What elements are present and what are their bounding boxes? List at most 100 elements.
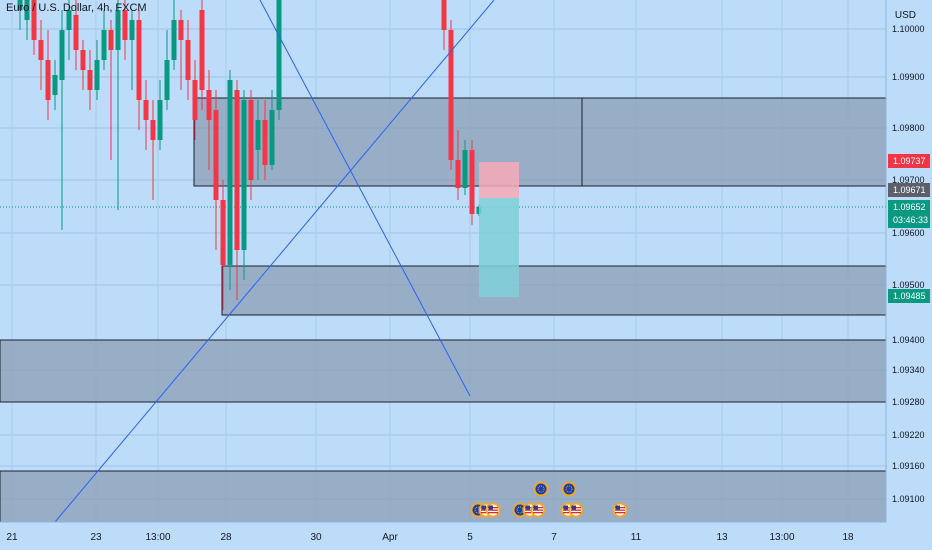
price-tick-label: 1.09100 bbox=[892, 494, 925, 504]
price-tick-label: 1.09220 bbox=[892, 430, 925, 440]
price-ticks: 1.10000 1.09900 1.09800 1.09700 1.09600 1.095… bbox=[892, 24, 925, 504]
candle[interactable] bbox=[157, 80, 163, 150]
currency-label: USD bbox=[894, 10, 916, 21]
plot-area[interactable] bbox=[0, 0, 886, 522]
candle[interactable] bbox=[164, 30, 170, 110]
candle[interactable] bbox=[199, 0, 205, 110]
candle[interactable] bbox=[143, 80, 149, 150]
time-tick-label: 11 bbox=[631, 532, 642, 543]
candle[interactable] bbox=[206, 70, 212, 170]
candle[interactable] bbox=[178, 10, 184, 90]
candle[interactable] bbox=[262, 100, 268, 180]
candles[interactable] bbox=[17, 0, 482, 310]
candle[interactable] bbox=[234, 80, 240, 300]
candle[interactable] bbox=[469, 140, 475, 225]
candle[interactable] bbox=[94, 40, 100, 100]
price-labels: 1.09737 1.09671 1.09652 03:46:33 1.09485 bbox=[888, 154, 930, 303]
candle[interactable] bbox=[248, 90, 254, 200]
candle[interactable] bbox=[455, 130, 461, 200]
price-tag-value: 1.09485 bbox=[893, 291, 926, 301]
time-tick-label: 30 bbox=[310, 532, 322, 543]
time-tick-label: Apr bbox=[382, 532, 398, 543]
candle[interactable] bbox=[171, 0, 177, 70]
candle[interactable] bbox=[108, 20, 114, 160]
time-tick-label: 18 bbox=[842, 532, 854, 543]
take-profit-zone bbox=[479, 198, 519, 297]
candle[interactable] bbox=[66, 0, 72, 60]
candle[interactable] bbox=[115, 0, 121, 210]
trendline-descending[interactable] bbox=[259, 0, 471, 397]
price-tag bbox=[888, 154, 930, 168]
zone-middle bbox=[221, 265, 887, 316]
time-tick-label: 13 bbox=[716, 532, 728, 543]
price-tag bbox=[888, 183, 930, 197]
candle[interactable] bbox=[441, 0, 447, 50]
time-ticks: 21 23 13:00 28 30 Apr 5 7 11 13 13:00 18 bbox=[6, 532, 854, 543]
time-tick-label: 13:00 bbox=[145, 532, 170, 543]
candle[interactable] bbox=[185, 20, 191, 100]
short-position-tool[interactable] bbox=[479, 162, 519, 297]
price-tick-label: 1.09340 bbox=[892, 365, 925, 375]
candle[interactable] bbox=[45, 30, 51, 120]
price-tick-label: 1.09900 bbox=[892, 72, 925, 82]
us-flag-icon[interactable] bbox=[612, 502, 628, 518]
candle[interactable] bbox=[38, 20, 44, 90]
price-tag-value: 1.09737 bbox=[893, 156, 926, 166]
time-tick-label: 5 bbox=[467, 532, 473, 543]
candle[interactable] bbox=[192, 60, 198, 140]
price-tick-label: 1.09700 bbox=[892, 175, 925, 185]
price-tag-value: 1.09652 bbox=[893, 202, 926, 212]
candle[interactable] bbox=[462, 140, 468, 195]
candle[interactable] bbox=[227, 70, 233, 290]
candle[interactable] bbox=[122, 0, 128, 60]
time-tick-label: 21 bbox=[6, 532, 18, 543]
time-tick-label: 28 bbox=[220, 532, 232, 543]
symbol-title: Euro / U.S. Dollar, 4h, FXCM bbox=[6, 2, 147, 14]
candle[interactable] bbox=[276, 0, 282, 120]
price-tick-label: 1.10000 bbox=[892, 24, 925, 34]
candle[interactable] bbox=[59, 10, 65, 230]
trendline-ascending[interactable] bbox=[54, 0, 495, 523]
price-tick-label: 1.09600 bbox=[892, 228, 925, 238]
price-tick-label: 1.09160 bbox=[892, 461, 925, 471]
stop-loss-zone bbox=[479, 162, 519, 198]
time-tick-label: 13:00 bbox=[769, 532, 794, 543]
zone-upper-right bbox=[581, 97, 887, 187]
candle[interactable] bbox=[101, 10, 107, 70]
time-axis[interactable] bbox=[0, 522, 886, 550]
price-tag bbox=[888, 289, 930, 303]
us-flag-icon[interactable] bbox=[530, 502, 546, 518]
candle[interactable] bbox=[17, 0, 23, 30]
candle[interactable] bbox=[241, 90, 247, 280]
price-tick-label: 1.09400 bbox=[892, 335, 925, 345]
eu-flag-icon[interactable] bbox=[533, 481, 549, 497]
candle[interactable] bbox=[255, 100, 261, 180]
zone-lower bbox=[0, 339, 887, 403]
candle[interactable] bbox=[136, 10, 142, 130]
candle[interactable] bbox=[269, 90, 275, 170]
candle[interactable] bbox=[213, 90, 219, 250]
price-tag-countdown: 03:46:33 bbox=[893, 215, 928, 225]
candle[interactable] bbox=[24, 0, 30, 40]
candle[interactable] bbox=[448, 20, 454, 170]
candle[interactable] bbox=[31, 0, 37, 55]
eu-flag-icon[interactable] bbox=[561, 481, 577, 497]
candle[interactable] bbox=[220, 180, 226, 310]
price-tick-label: 1.09500 bbox=[892, 280, 925, 290]
candle[interactable] bbox=[129, 10, 135, 90]
candle[interactable] bbox=[87, 50, 93, 110]
candle[interactable] bbox=[80, 40, 86, 90]
price-axis[interactable] bbox=[886, 0, 932, 550]
price-tick-label: 1.09800 bbox=[892, 123, 925, 133]
economic-events[interactable] bbox=[470, 481, 628, 518]
time-tick-label: 23 bbox=[90, 532, 102, 543]
candle[interactable] bbox=[150, 100, 156, 200]
candle[interactable] bbox=[52, 60, 58, 110]
vertical-grid bbox=[11, 0, 849, 522]
candle[interactable] bbox=[73, 0, 79, 70]
us-flag-icon[interactable] bbox=[485, 502, 501, 518]
us-flag-icon[interactable] bbox=[568, 502, 584, 518]
price-tag bbox=[888, 200, 930, 228]
price-tick-label: 1.09280 bbox=[892, 397, 925, 407]
